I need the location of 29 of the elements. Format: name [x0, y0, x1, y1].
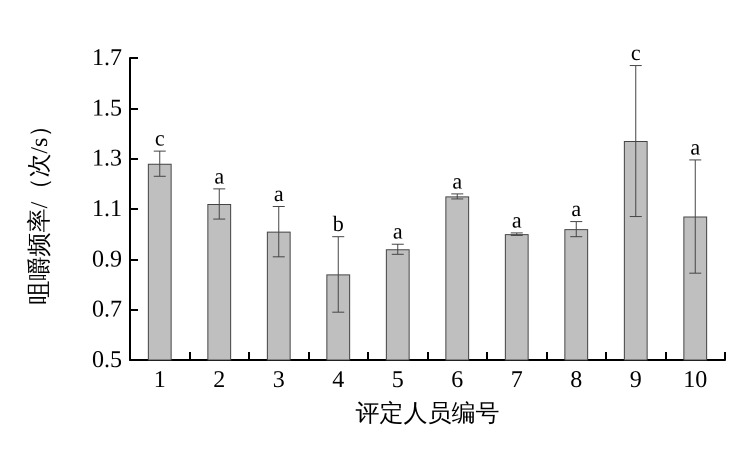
- y-tick-label: 0.7: [92, 296, 122, 323]
- x-tick-label: 5: [392, 367, 404, 393]
- y-tick-label: 1.7: [92, 45, 122, 71]
- x-tick-label: 7: [510, 367, 523, 393]
- annotation: c: [630, 40, 641, 66]
- y-tick-label: 0.9: [92, 246, 122, 272]
- x-tick-label: 2: [213, 367, 226, 393]
- y-tick-label: 1.3: [92, 146, 122, 172]
- annotation: c: [154, 126, 165, 151]
- y-tick-label: 0.5: [92, 347, 122, 373]
- x-tick-label: 4: [332, 367, 344, 393]
- x-tick-label: 8: [570, 367, 582, 393]
- annotation: a: [690, 134, 700, 160]
- annotation: a: [571, 196, 582, 222]
- x-tick-label: 10: [683, 367, 708, 393]
- annotation: a: [392, 218, 403, 244]
- annotation: b: [332, 211, 344, 236]
- annotation: a: [274, 180, 284, 206]
- annotation: a: [512, 207, 522, 232]
- x-tick-label: 3: [272, 367, 285, 393]
- x-tick-label: 1: [154, 367, 166, 393]
- y-axis-title: 咀嚼频率/（次/s）: [26, 114, 53, 304]
- x-tick-label: 6: [451, 367, 464, 393]
- x-tick-label: 9: [630, 367, 642, 393]
- x-axis-title: 评定人员编号: [356, 400, 500, 427]
- y-tick-label: 1.5: [92, 95, 122, 122]
- annotation: a: [452, 168, 462, 194]
- y-tick-label: 1.1: [92, 196, 122, 222]
- annotation: a: [214, 163, 224, 188]
